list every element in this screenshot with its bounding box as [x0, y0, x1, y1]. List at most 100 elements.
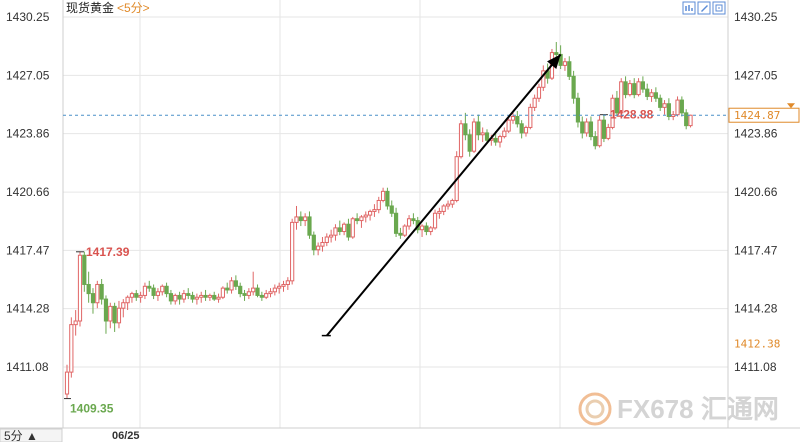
candle: [640, 76, 645, 93]
candle: [207, 293, 212, 301]
candle-body: [342, 223, 347, 233]
candle: [623, 76, 628, 99]
candle: [303, 213, 308, 227]
candle-body: [441, 205, 446, 212]
candle-body: [593, 136, 598, 147]
candle-body: [515, 116, 520, 125]
interval-selector[interactable]: <5分>: [117, 1, 150, 15]
y-tick-label-left: 1430.25: [6, 10, 50, 24]
candle: [571, 70, 576, 104]
candle: [458, 120, 464, 159]
candle: [510, 112, 516, 124]
candle: [562, 58, 568, 71]
candle: [147, 280, 152, 292]
candle-body: [658, 97, 663, 108]
candle: [164, 282, 169, 298]
candle: [506, 118, 511, 133]
candle: [380, 187, 386, 203]
candle: [402, 224, 407, 238]
bottom-interval-label[interactable]: 5分 ▲: [4, 429, 38, 442]
candle: [134, 289, 139, 301]
candle-body: [476, 121, 481, 136]
candle: [151, 284, 156, 300]
expand-icon[interactable]: [712, 1, 726, 15]
candle-body: [653, 92, 658, 99]
candle-body: [588, 121, 594, 138]
candle: [653, 87, 658, 102]
candle: [419, 224, 425, 238]
candle: [588, 116, 594, 141]
candle-body: [467, 134, 472, 152]
candle-body: [636, 81, 641, 96]
candle-body: [359, 216, 364, 222]
candle-body: [601, 119, 607, 139]
bottom-interval-control[interactable]: 5分 ▲: [0, 428, 63, 442]
draw-tool-icon[interactable]: [697, 1, 711, 15]
candle-body: [216, 296, 221, 300]
candle: [497, 134, 503, 148]
candle: [350, 216, 355, 239]
candle: [666, 98, 671, 121]
candle-body: [95, 283, 100, 304]
candle-body: [303, 216, 308, 222]
candle-body: [251, 287, 256, 293]
y-tick-label-right: 1417.47: [734, 243, 778, 257]
price-box-current: 1424.87: [728, 103, 800, 123]
candle: [242, 289, 247, 301]
candle-body: [103, 298, 109, 322]
candle: [311, 231, 316, 256]
candle-body: [398, 232, 403, 236]
candle-body: [519, 123, 524, 134]
candle-body: [155, 291, 161, 296]
candle-body: [450, 199, 455, 205]
candle-body: [649, 92, 654, 97]
annotation-high-label: 1417.39: [86, 245, 130, 259]
candle-body: [480, 132, 485, 136]
chart-settings-icon[interactable]: [682, 1, 696, 15]
candle: [246, 288, 251, 300]
candle-body: [571, 75, 576, 99]
candle: [575, 92, 581, 128]
candle: [259, 291, 264, 301]
candle-body: [532, 97, 537, 108]
candle-body: [164, 285, 169, 295]
candle-body: [506, 119, 511, 132]
candle-body: [355, 218, 360, 222]
candle: [229, 277, 234, 294]
date-label-0625: 06/25: [112, 430, 140, 442]
candle-body: [203, 294, 208, 298]
candle: [597, 114, 602, 148]
candle: [129, 291, 135, 303]
candle-body: [116, 307, 122, 324]
candle-body: [259, 294, 264, 298]
candle-body: [134, 293, 139, 298]
candle-body: [645, 88, 650, 97]
candle-body: [346, 223, 351, 238]
candle-body: [246, 291, 251, 296]
annotation-low-label: 1409.35: [70, 402, 114, 416]
candle-body: [666, 103, 671, 118]
candle-body: [376, 199, 381, 211]
candle-body: [406, 218, 412, 227]
candle-body: [528, 106, 533, 128]
candle-body: [675, 99, 680, 116]
candle: [233, 275, 238, 290]
y-tick-label-left: 1423.86: [6, 127, 50, 141]
candle-body: [497, 136, 503, 143]
candle-body: [173, 294, 178, 302]
candle: [268, 288, 273, 298]
candle-body: [311, 234, 316, 251]
candle-body: [627, 83, 632, 96]
candle: [342, 222, 347, 236]
candle-body: [662, 103, 667, 108]
y-tick-label-left: 1427.05: [6, 68, 50, 82]
candle: [519, 120, 524, 139]
watermark: FX678 汇通网: [578, 392, 779, 426]
candle-body: [554, 52, 559, 55]
candle: [359, 215, 364, 228]
y-tick-label-right: 1427.05: [734, 68, 778, 82]
candle-body: [437, 210, 442, 214]
candle-body: [419, 225, 425, 231]
candle: [649, 89, 654, 102]
